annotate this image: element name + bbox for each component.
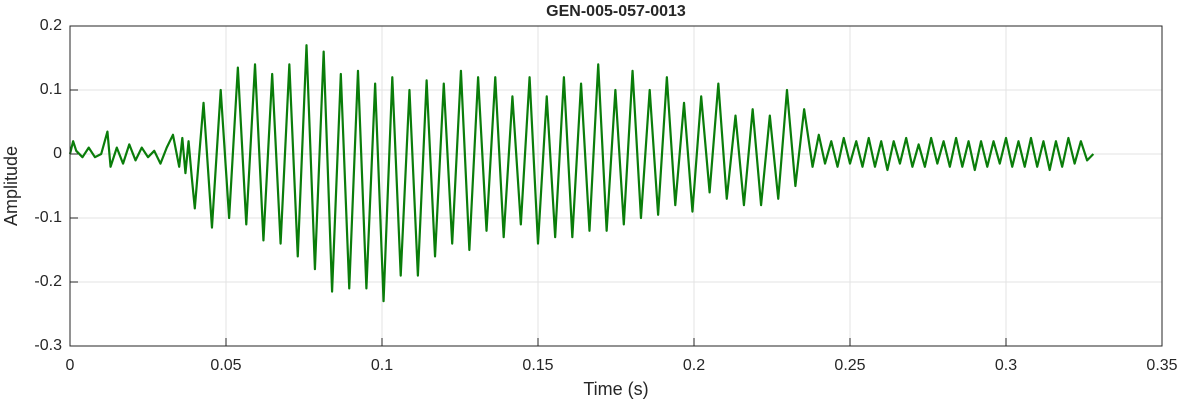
- x-tick-label: 0.3: [995, 357, 1017, 374]
- x-tick-label: 0.35: [1146, 357, 1177, 374]
- x-axis-label: Time (s): [583, 379, 648, 399]
- x-tick-label: 0.1: [371, 357, 393, 374]
- x-tick-label: 0.25: [834, 357, 865, 374]
- y-axis-label: Amplitude: [1, 146, 21, 226]
- x-tick-label: 0.15: [522, 357, 553, 374]
- x-tick-label: 0.2: [683, 357, 705, 374]
- y-tick-label: 0.1: [40, 81, 62, 98]
- y-tick-label: -0.2: [34, 273, 62, 290]
- plot-frame: [69, 25, 1163, 347]
- x-tick-label: 0: [66, 357, 75, 374]
- y-tick-label: -0.3: [34, 337, 62, 354]
- x-tick-label: 0.05: [210, 357, 241, 374]
- y-tick-label: -0.1: [34, 209, 62, 226]
- y-tick-label: 0.2: [40, 17, 62, 34]
- chart-title: GEN-005-057-0013: [546, 3, 686, 20]
- waveform-line: [68, 44, 1095, 303]
- y-tick-label: 0: [53, 145, 62, 162]
